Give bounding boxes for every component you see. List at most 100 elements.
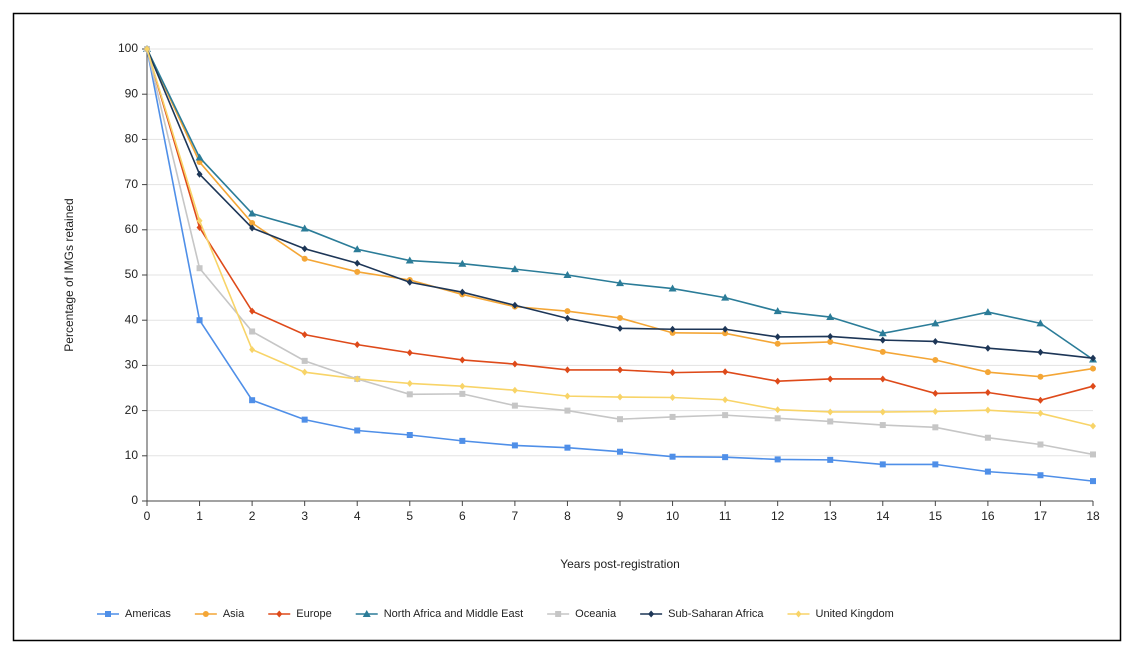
data-point bbox=[932, 337, 939, 345]
data-point bbox=[564, 308, 571, 315]
data-point bbox=[932, 424, 939, 431]
x-tick-label: 9 bbox=[617, 509, 624, 523]
data-point bbox=[617, 324, 623, 332]
legend-label: Americas bbox=[125, 608, 171, 620]
data-point bbox=[196, 170, 203, 178]
legend-marker bbox=[555, 611, 562, 617]
data-point bbox=[617, 314, 623, 321]
x-tick-label: 2 bbox=[249, 509, 256, 523]
data-point bbox=[301, 368, 308, 376]
legend-label: United Kingdom bbox=[816, 608, 894, 620]
data-point bbox=[827, 418, 834, 425]
data-point bbox=[249, 224, 256, 232]
data-point bbox=[459, 356, 466, 364]
y-axis-title: Percentage of IMGs retained bbox=[62, 198, 76, 351]
data-point bbox=[564, 392, 571, 400]
legend-marker bbox=[276, 610, 283, 618]
data-point bbox=[564, 366, 571, 374]
data-point bbox=[617, 393, 623, 401]
y-tick-label: 60 bbox=[125, 222, 139, 236]
x-tick-label: 0 bbox=[144, 509, 151, 523]
data-point bbox=[722, 396, 729, 404]
data-point bbox=[459, 390, 466, 397]
legend-label: Europe bbox=[296, 608, 331, 620]
legend-marker bbox=[648, 610, 655, 618]
data-point bbox=[406, 278, 413, 286]
data-point bbox=[196, 217, 203, 225]
data-point bbox=[984, 434, 991, 441]
data-point bbox=[564, 314, 571, 322]
x-tick-label: 8 bbox=[564, 509, 571, 523]
data-point bbox=[354, 427, 361, 434]
data-point bbox=[1037, 472, 1044, 479]
data-point bbox=[722, 368, 729, 376]
y-tick-label: 80 bbox=[125, 132, 139, 146]
data-point bbox=[774, 340, 781, 347]
data-point bbox=[827, 408, 834, 416]
data-point bbox=[563, 271, 572, 278]
data-point bbox=[301, 331, 308, 339]
data-point bbox=[827, 332, 834, 340]
data-point bbox=[301, 255, 308, 262]
data-point bbox=[1090, 354, 1096, 362]
data-point bbox=[1037, 409, 1044, 417]
data-point bbox=[301, 245, 308, 253]
data-point bbox=[774, 377, 781, 385]
data-point bbox=[774, 406, 781, 414]
data-point bbox=[406, 349, 413, 357]
data-point bbox=[564, 444, 571, 451]
x-tick-label: 3 bbox=[301, 509, 308, 523]
data-point bbox=[353, 245, 362, 253]
data-point bbox=[827, 456, 834, 463]
x-tick-label: 5 bbox=[406, 509, 413, 523]
data-point bbox=[300, 224, 309, 232]
legend-label: Oceania bbox=[575, 608, 617, 620]
y-tick-label: 20 bbox=[125, 403, 139, 417]
data-point bbox=[932, 461, 939, 468]
x-tick-label: 6 bbox=[459, 509, 466, 523]
data-point bbox=[1037, 396, 1044, 404]
data-point bbox=[1090, 478, 1096, 485]
data-point bbox=[1090, 382, 1096, 390]
data-point bbox=[1037, 373, 1044, 380]
data-point bbox=[932, 389, 939, 397]
x-axis-title: Years post-registration bbox=[560, 557, 680, 571]
data-point bbox=[722, 325, 729, 333]
data-point bbox=[827, 338, 834, 345]
data-point bbox=[511, 386, 518, 394]
data-point bbox=[669, 453, 676, 460]
data-point bbox=[511, 442, 518, 449]
data-point bbox=[774, 456, 781, 463]
data-point bbox=[1090, 365, 1096, 372]
x-tick-label: 1 bbox=[196, 509, 203, 523]
data-point bbox=[511, 301, 518, 309]
data-point bbox=[196, 317, 203, 324]
data-point bbox=[878, 329, 887, 337]
data-point bbox=[669, 393, 676, 401]
data-point bbox=[511, 360, 518, 368]
data-point bbox=[722, 412, 729, 419]
x-tick-label: 16 bbox=[981, 509, 995, 523]
data-point bbox=[721, 293, 730, 301]
data-point bbox=[458, 259, 467, 267]
data-point bbox=[774, 333, 781, 341]
legend-marker bbox=[105, 611, 111, 617]
data-point bbox=[354, 268, 361, 275]
y-tick-label: 50 bbox=[125, 267, 139, 281]
data-point bbox=[195, 153, 204, 161]
x-tick-label: 10 bbox=[666, 509, 680, 523]
data-point bbox=[405, 256, 414, 264]
data-point bbox=[984, 406, 991, 414]
data-point bbox=[826, 313, 835, 321]
data-point bbox=[984, 344, 991, 352]
data-point bbox=[774, 415, 781, 422]
data-point bbox=[1090, 451, 1096, 458]
legend-marker bbox=[795, 610, 802, 618]
data-point bbox=[668, 284, 677, 292]
y-tick-label: 90 bbox=[125, 86, 139, 100]
x-tick-label: 18 bbox=[1086, 509, 1100, 523]
data-point bbox=[879, 408, 886, 416]
x-tick-label: 11 bbox=[719, 509, 732, 523]
data-point bbox=[1090, 422, 1096, 430]
